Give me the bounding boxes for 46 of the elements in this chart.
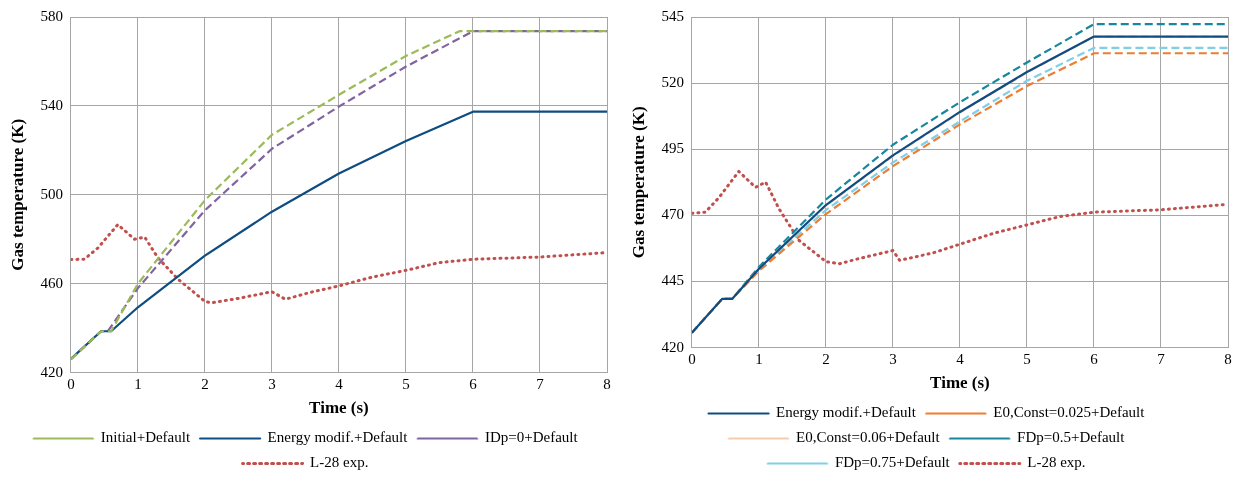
x-tick-label: 4 bbox=[956, 350, 965, 367]
x-tick-label: 8 bbox=[603, 375, 611, 392]
x-tick-label: 1 bbox=[755, 350, 763, 367]
x-tick-label: 4 bbox=[335, 375, 344, 392]
x-axis-title: Time (s) bbox=[309, 398, 369, 418]
legend-label: E0,Const=0.025+Default bbox=[993, 404, 1146, 421]
x-tick-label: 6 bbox=[469, 375, 478, 392]
x-tick-label: 0 bbox=[688, 350, 696, 367]
x-tick-label: 1 bbox=[134, 375, 142, 392]
legend-label: IDp=0+Default bbox=[484, 429, 579, 446]
legend-label: E0,Const=0.06+Default bbox=[796, 429, 941, 446]
x-tick-label: 6 bbox=[1090, 350, 1099, 367]
x-tick-label: 5 bbox=[1023, 350, 1031, 367]
x-tick-label: 0 bbox=[67, 375, 75, 392]
y-tick-label: 420 bbox=[661, 338, 684, 355]
legend-label: FDp=0.5+Default bbox=[1017, 429, 1126, 446]
y-axis-title: Gas temperature (K) bbox=[7, 118, 27, 271]
x-tick-label: 3 bbox=[268, 375, 276, 392]
y-tick-label: 495 bbox=[661, 140, 684, 157]
legend-label: Energy modif.+Default bbox=[267, 429, 409, 446]
legend-label: Energy modif.+Default bbox=[776, 404, 917, 421]
y-tick-label: 470 bbox=[661, 206, 684, 223]
x-axis-title: Time (s) bbox=[930, 373, 990, 393]
y-tick-label: 545 bbox=[661, 7, 684, 24]
y-tick-label: 540 bbox=[40, 96, 63, 113]
legend-label: FDp=0.75+Default bbox=[834, 454, 951, 471]
y-tick-label: 520 bbox=[661, 74, 684, 91]
x-tick-label: 2 bbox=[201, 375, 209, 392]
x-tick-label: 2 bbox=[822, 350, 830, 367]
legend-label: L-28 exp. bbox=[310, 454, 369, 471]
legend-label: Initial+Default bbox=[100, 429, 191, 446]
y-axis-title: Gas temperature (K) bbox=[628, 106, 648, 259]
x-tick-label: 5 bbox=[402, 375, 410, 392]
y-tick-label: 580 bbox=[40, 7, 63, 24]
y-tick-label: 445 bbox=[661, 272, 684, 289]
x-tick-label: 7 bbox=[1157, 350, 1166, 367]
y-tick-label: 460 bbox=[40, 274, 63, 291]
line-series bbox=[70, 223, 607, 305]
x-tick-label: 8 bbox=[1224, 350, 1232, 367]
line-series bbox=[691, 169, 1228, 266]
legend-label: L-28 exp. bbox=[1027, 454, 1086, 471]
x-tick-label: 3 bbox=[889, 350, 897, 367]
line-series bbox=[70, 30, 607, 361]
y-tick-label: 500 bbox=[40, 185, 63, 202]
y-tick-label: 420 bbox=[40, 363, 63, 380]
x-tick-label: 7 bbox=[536, 375, 545, 392]
